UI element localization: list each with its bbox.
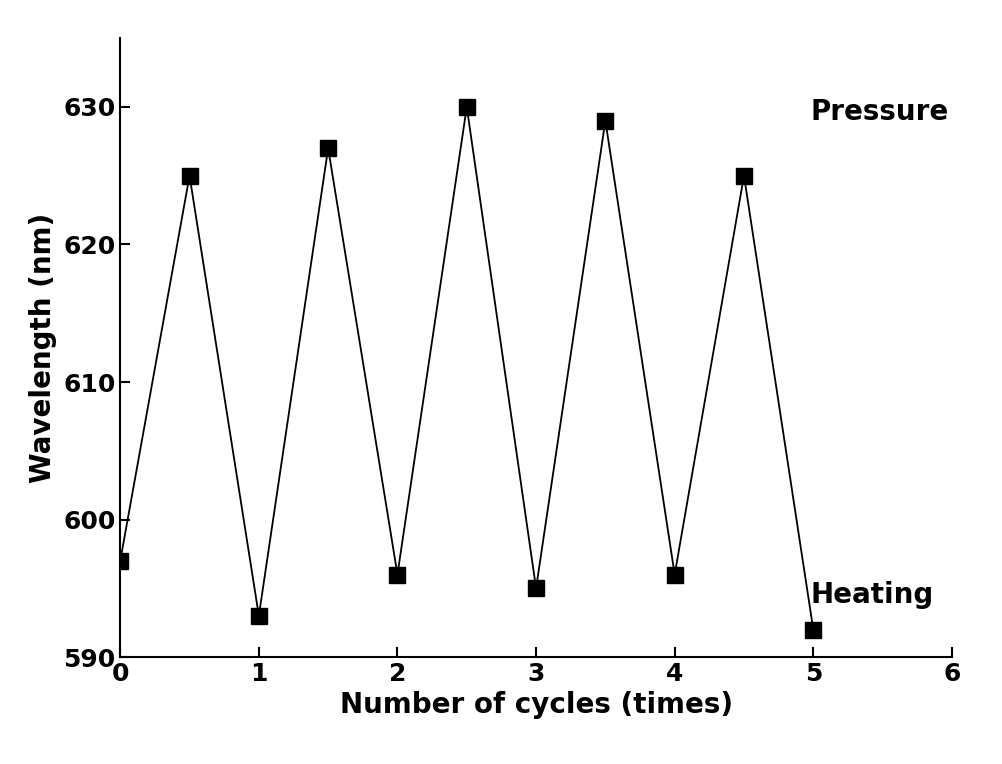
Text: Heating: Heating bbox=[811, 581, 934, 609]
Text: Pressure: Pressure bbox=[811, 99, 949, 127]
Y-axis label: Wavelength (nm): Wavelength (nm) bbox=[29, 212, 57, 483]
X-axis label: Number of cycles (times): Number of cycles (times) bbox=[340, 691, 732, 720]
